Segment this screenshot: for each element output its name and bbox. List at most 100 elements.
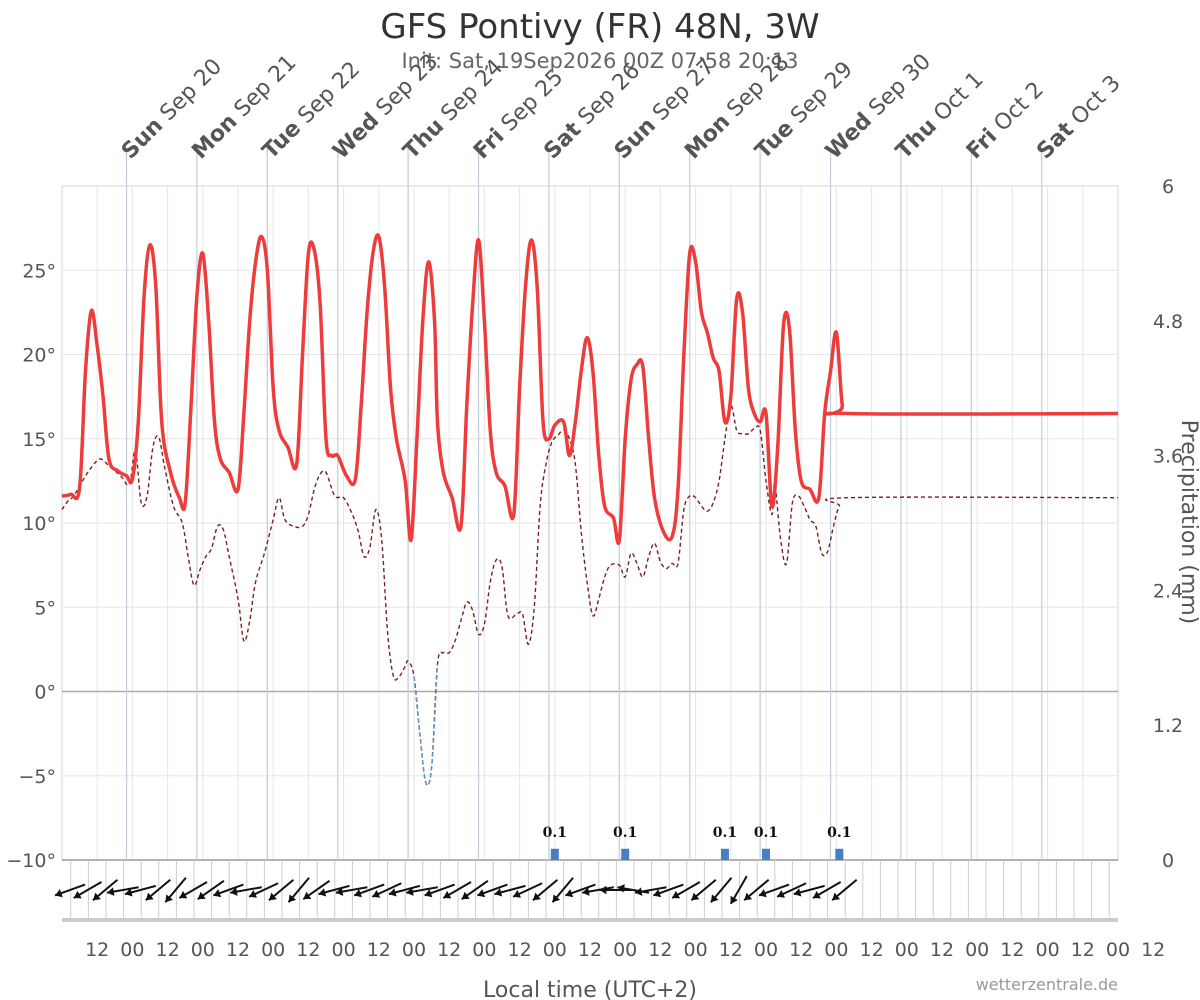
wind-arrow-head	[268, 892, 277, 901]
time-tick-label: 12	[226, 939, 250, 961]
wind-arrow-head	[424, 889, 433, 898]
day-label-date: Oct 2	[985, 77, 1049, 141]
grid	[61, 185, 1119, 861]
wind-arrow-head	[249, 890, 258, 898]
time-tick-label: 00	[472, 939, 496, 961]
time-tick-label: 00	[332, 939, 356, 961]
wind-arrow-head	[730, 895, 738, 904]
wind-arrow-head	[672, 890, 681, 899]
time-tick-label: 00	[402, 939, 426, 961]
time-tick-label: 12	[1071, 939, 1095, 961]
wind-arrow-head	[832, 892, 841, 901]
temperature-tick-label: 0°	[34, 682, 56, 704]
wind-arrow-head	[552, 894, 561, 903]
precipitation-bar-label: 0.1	[827, 825, 851, 841]
wind-arrow-head	[513, 890, 522, 898]
wind-arrow-head	[691, 892, 700, 901]
wind-arrow-head	[73, 890, 82, 899]
time-tick-label: 12	[789, 939, 813, 961]
temperature-tick-label: 10°	[22, 513, 56, 535]
wind-arrow-head	[653, 889, 662, 898]
y-right-title: Precipitation (mm)	[1176, 420, 1200, 625]
temperature-axis: −10° −5° 0° 5° 10° 15° 20° 25°	[6, 260, 56, 872]
time-tick-label: 00	[824, 939, 848, 961]
day-label-date: Oct 1	[924, 67, 988, 131]
wind-arrow-head	[388, 888, 397, 897]
time-tick-label: 12	[1141, 939, 1165, 961]
wind-arrow-head	[92, 892, 101, 901]
temperature-tick-label: 15°	[22, 429, 56, 451]
wind-arrow-head	[443, 890, 452, 899]
wind-arrow-head	[565, 889, 574, 898]
wind-arrow-head	[145, 892, 154, 901]
wind-arrow-head	[372, 890, 381, 898]
dewpoint-line	[61, 404, 1119, 787]
precipitation-bar-label: 0.1	[754, 825, 778, 841]
wind-arrow-head	[710, 894, 719, 903]
precipitation-tick-label: 3.6	[1153, 446, 1183, 468]
time-tick-label: 12	[578, 939, 602, 961]
wind-arrow-head	[406, 887, 414, 896]
wind-arrow-head	[532, 892, 541, 901]
day-label-date: Oct 3	[1061, 71, 1125, 135]
time-tick-label: 00	[120, 939, 144, 961]
time-tick-label: 12	[1000, 939, 1024, 961]
precipitation-bar	[720, 848, 729, 860]
chart-subtitle: Init: Sat, 19Sep2026 00Z 07:58 20:13	[401, 49, 798, 73]
wind-arrow-head	[303, 891, 312, 900]
wind-arrow-head	[54, 889, 63, 898]
time-tick-label: 00	[965, 939, 989, 961]
time-tick-label: 00	[684, 939, 708, 961]
wind-arrow-head	[230, 887, 238, 896]
time-tick-label: 00	[543, 939, 567, 961]
time-tick-label: 12	[367, 939, 391, 961]
time-tick-label: 12	[156, 939, 180, 961]
temperature-series	[61, 233, 1119, 787]
time-tick-label: 12	[860, 939, 884, 961]
precipitation-tick-label: 4.8	[1153, 311, 1183, 333]
precipitation-tick-label: 1.2	[1153, 715, 1183, 737]
temperature-line	[61, 233, 1119, 545]
wind-arrow-head	[124, 888, 133, 897]
time-tick-label: 12	[648, 939, 672, 961]
x-axis-title: Local time (UTC+2)	[483, 978, 697, 1000]
precipitation-axis: 0 1.2 2.4 3.6 4.8 6	[1153, 176, 1183, 872]
wind-arrow-head	[582, 887, 590, 896]
wind-arrow-head	[777, 890, 786, 898]
wind-arrow-head	[165, 894, 173, 903]
wind-arrow-head	[494, 888, 503, 897]
day-separators	[125, 148, 1043, 860]
precipitation-bar-label: 0.1	[613, 825, 637, 841]
temperature-tick-label: 25°	[22, 260, 56, 282]
wind-arrow-head	[197, 891, 206, 900]
wind-arrow-head	[335, 887, 344, 896]
wind-arrow-head	[744, 892, 753, 901]
wind-arrow-head	[213, 889, 222, 898]
chart-title: GFS Pontivy (FR) 48N, 3W	[380, 7, 819, 47]
wind-arrow-head	[599, 885, 607, 895]
precipitation-tick-label: 2.4	[1153, 580, 1183, 602]
wind-arrow-head	[758, 889, 767, 898]
time-tick-label: 00	[191, 939, 215, 961]
wind-arrow-head	[461, 891, 470, 900]
precipitation-bar-label: 0.1	[713, 825, 737, 841]
wind-arrow-head	[288, 894, 297, 903]
time-tick-label: 00	[1036, 939, 1060, 961]
time-tick-label: 00	[895, 939, 919, 961]
temperature-tick-label: 20°	[22, 345, 56, 367]
time-tick-label: 00	[1106, 939, 1130, 961]
credit-label: wetterzentrale.de	[976, 975, 1118, 994]
time-tick-label: 00	[754, 939, 778, 961]
precipitation-bars: 0.1 0.1 0.1 0.1 0.1	[543, 825, 852, 860]
time-tick-label: 12	[508, 939, 532, 961]
wind-arrow-head	[635, 887, 643, 896]
time-axis: 12 00 12 00 12 00 12 00 12 00 12 00 12 00 12 00 12 00 12 00…	[85, 939, 1165, 961]
day-label: Sat Oct 3	[1032, 71, 1126, 165]
time-tick-label: 00	[613, 939, 637, 961]
wind-arrow-head	[179, 890, 188, 899]
precipitation-bar	[621, 848, 630, 860]
temperature-tick-label: −5°	[18, 766, 56, 788]
wind-arrow-head	[318, 888, 327, 897]
